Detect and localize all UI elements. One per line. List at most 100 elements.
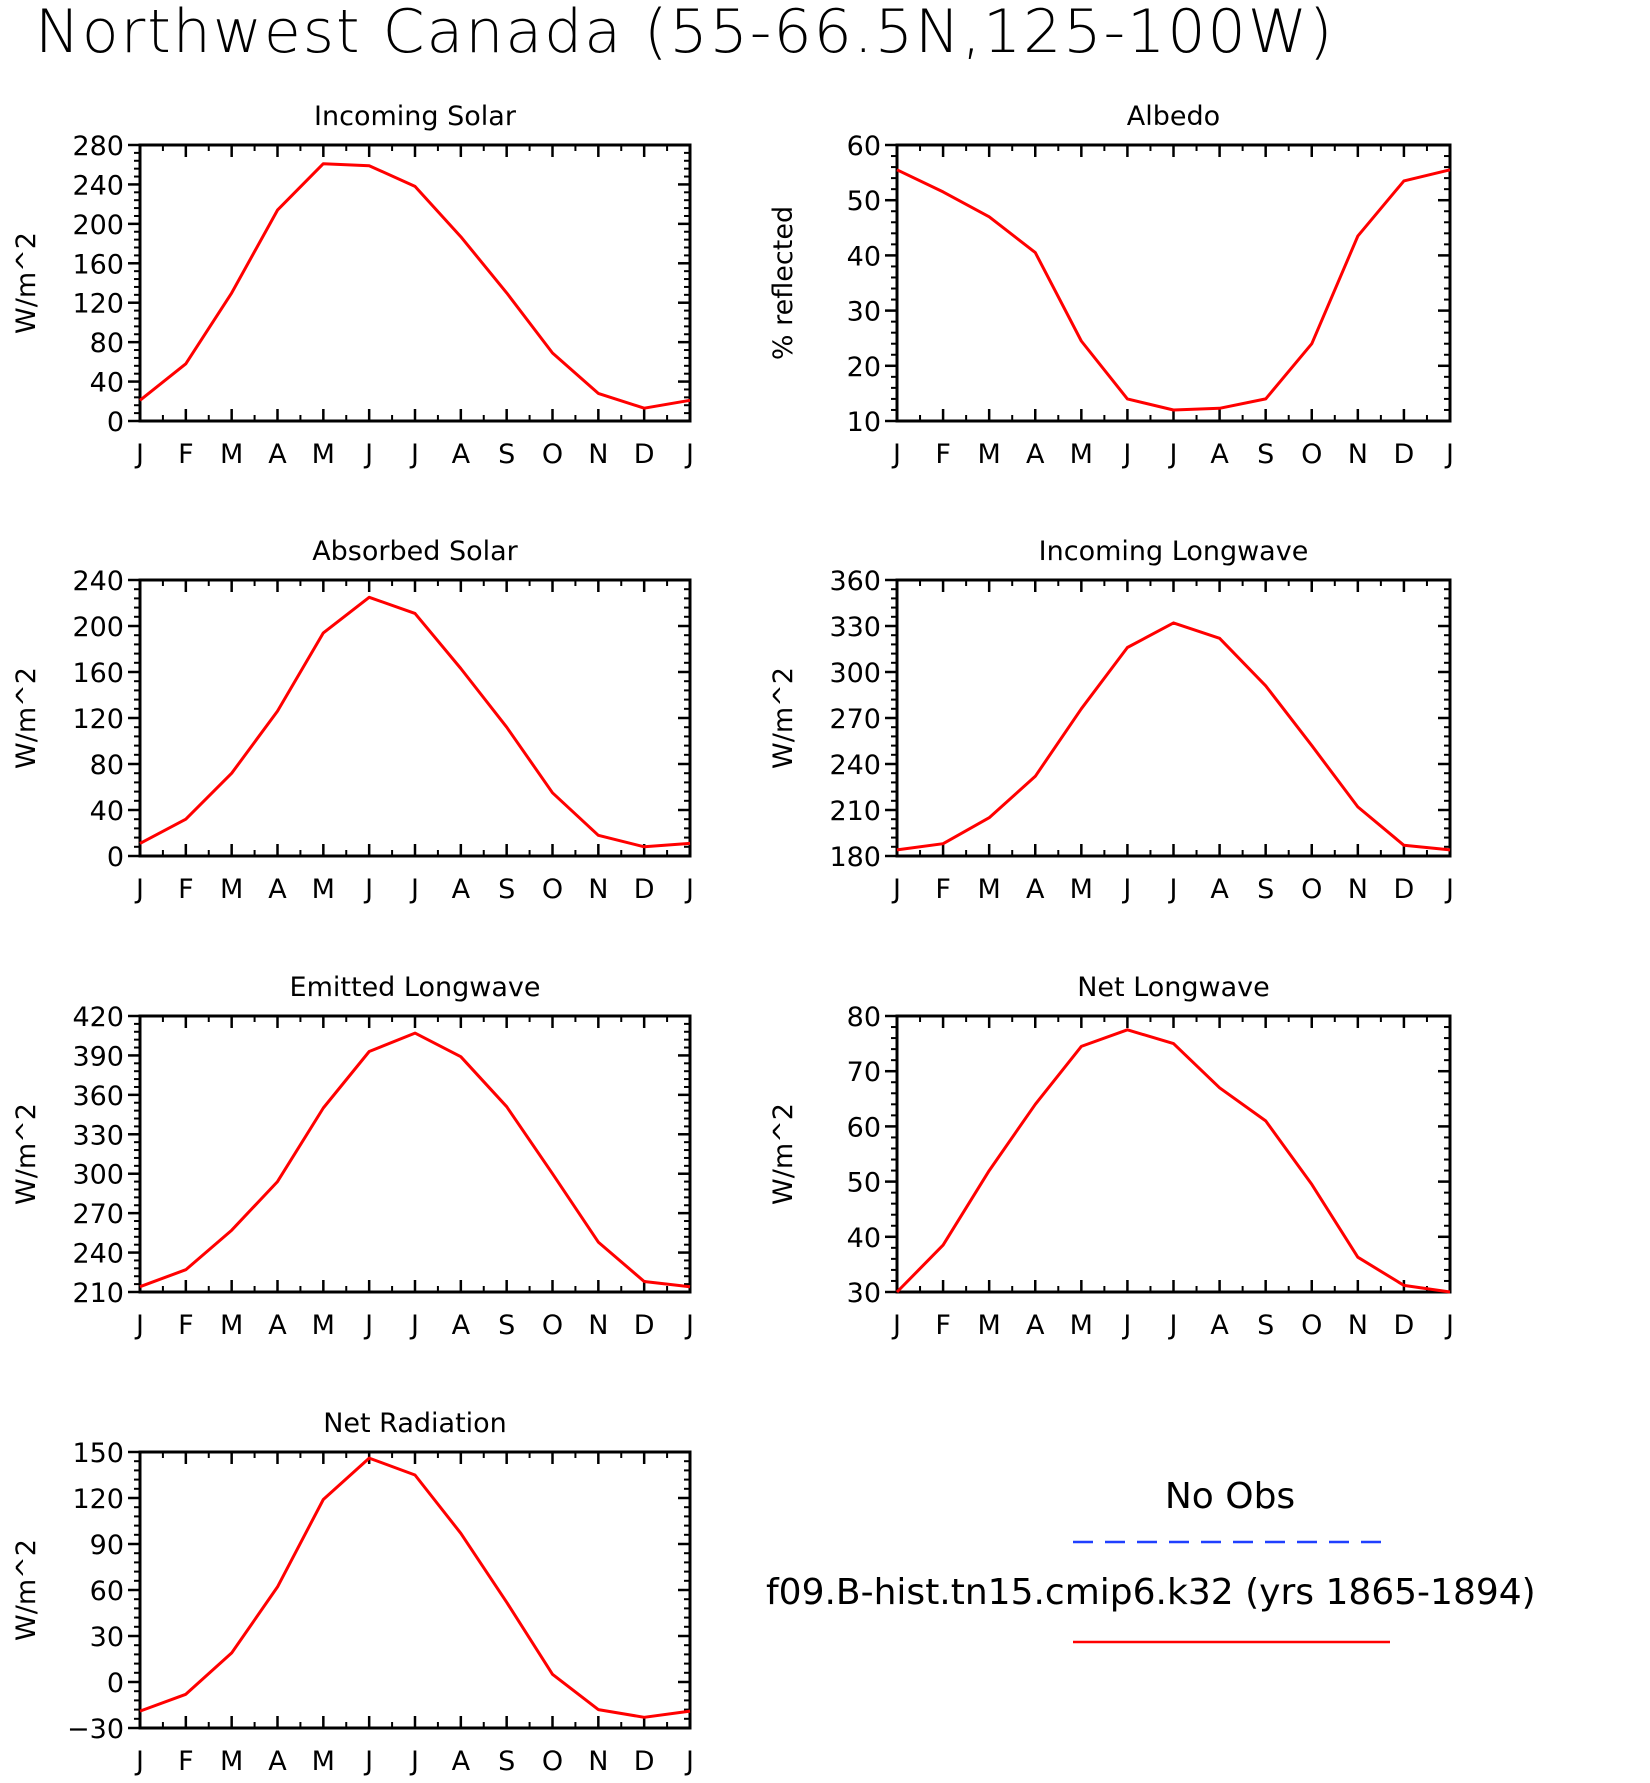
y-tick-label: 50 bbox=[847, 186, 881, 217]
y-tick-label: 0 bbox=[107, 842, 124, 873]
x-tick-label: S bbox=[1257, 1310, 1274, 1341]
y-tick-label: 70 bbox=[847, 1057, 881, 1088]
x-tick-label: J bbox=[1444, 1310, 1454, 1341]
x-tick-label: J bbox=[363, 439, 373, 470]
x-tick-label: J bbox=[1121, 874, 1131, 905]
x-tick-label: J bbox=[1168, 439, 1178, 470]
x-tick-label: J bbox=[409, 874, 419, 905]
y-tick-label: 120 bbox=[72, 704, 124, 735]
y-tick-label: 180 bbox=[829, 842, 881, 873]
y-axis-label: W/m^2 bbox=[11, 1103, 42, 1205]
y-tick-label: 330 bbox=[72, 1120, 124, 1151]
x-tick-label: J bbox=[134, 874, 144, 905]
x-tick-label: N bbox=[588, 874, 608, 905]
y-tick-label: 300 bbox=[72, 1160, 124, 1191]
x-tick-label: M bbox=[978, 1310, 1001, 1341]
panel-title: Absorbed Solar bbox=[312, 536, 518, 567]
x-tick-label: J bbox=[363, 874, 373, 905]
series-line bbox=[139, 595, 691, 849]
y-tick-label: 200 bbox=[72, 612, 124, 643]
y-tick-label: 240 bbox=[72, 1239, 124, 1270]
x-tick-label: A bbox=[1026, 1310, 1045, 1341]
chart-panel-5: J F M A M J J A S O N D J210240270300330360390420Emi… bbox=[11, 972, 694, 1341]
x-tick-label: J bbox=[409, 1310, 419, 1341]
y-tick-label: 0 bbox=[107, 1668, 124, 1699]
legend-model-label: f09.B-hist.tn15.cmip6.k32 (yrs 1865-1894… bbox=[766, 1572, 1536, 1613]
x-tick-label: M bbox=[220, 1746, 243, 1777]
x-tick-label: M bbox=[312, 439, 335, 470]
x-tick-label: M bbox=[978, 874, 1001, 905]
x-tick-label: N bbox=[588, 439, 608, 470]
x-tick-label: D bbox=[634, 1746, 655, 1777]
x-tick-label: D bbox=[1394, 439, 1415, 470]
panel-title: Incoming Solar bbox=[314, 101, 517, 132]
y-tick-label: 20 bbox=[847, 352, 881, 383]
x-tick-label: J bbox=[684, 439, 694, 470]
x-tick-label: N bbox=[1348, 1310, 1368, 1341]
panel-title: Net Radiation bbox=[323, 1408, 507, 1439]
y-axis-label: W/m^2 bbox=[11, 667, 42, 769]
x-tick-label: D bbox=[634, 439, 655, 470]
x-tick-label: M bbox=[220, 874, 243, 905]
x-tick-label: F bbox=[935, 1310, 951, 1341]
series-line bbox=[896, 168, 1451, 412]
y-tick-label: 390 bbox=[72, 1041, 124, 1072]
y-tick-label: 90 bbox=[90, 1530, 124, 1561]
y-tick-label: 10 bbox=[847, 407, 881, 438]
y-tick-label: 40 bbox=[847, 241, 881, 272]
plot-frame bbox=[895, 143, 1452, 423]
x-tick-label: A bbox=[268, 874, 287, 905]
legend-obs-label: No Obs bbox=[1165, 1476, 1295, 1517]
x-tick-label: A bbox=[1026, 874, 1045, 905]
y-tick-label: 300 bbox=[829, 658, 881, 689]
y-tick-label: 150 bbox=[72, 1438, 124, 1469]
x-tick-label: F bbox=[178, 439, 194, 470]
legend: No Obs f09.B-hist.tn15.cmip6.k32 (yrs 18… bbox=[766, 1476, 1536, 1644]
series-line bbox=[139, 1456, 691, 1719]
y-tick-label: 330 bbox=[829, 612, 881, 643]
x-tick-label: J bbox=[134, 439, 144, 470]
y-tick-label: −30 bbox=[67, 1714, 124, 1745]
y-tick-label: 240 bbox=[72, 566, 124, 597]
x-tick-label: N bbox=[588, 1746, 608, 1777]
x-tick-label: J bbox=[684, 1310, 694, 1341]
chart-panel-1: J F M A M J J A S O N D J04080120160200240280Incomin… bbox=[11, 101, 694, 470]
y-tick-label: 210 bbox=[72, 1278, 124, 1309]
y-axis-label: W/m^2 bbox=[11, 232, 42, 334]
y-tick-label: 40 bbox=[847, 1223, 881, 1254]
y-tick-label: 30 bbox=[90, 1622, 124, 1653]
x-tick-label: A bbox=[1210, 874, 1229, 905]
x-tick-label: J bbox=[1444, 874, 1454, 905]
x-tick-label: M bbox=[312, 1310, 335, 1341]
x-tick-label: J bbox=[134, 1310, 144, 1341]
y-tick-label: 360 bbox=[72, 1081, 124, 1112]
x-tick-label: O bbox=[1301, 1310, 1322, 1341]
plot-frame bbox=[138, 1450, 692, 1730]
x-tick-label: A bbox=[1210, 439, 1229, 470]
x-tick-label: A bbox=[1026, 439, 1045, 470]
x-tick-label: J bbox=[1168, 874, 1178, 905]
x-tick-label: A bbox=[268, 1310, 287, 1341]
series-line bbox=[896, 621, 1451, 852]
y-axis-label: W/m^2 bbox=[768, 1103, 799, 1205]
x-tick-label: D bbox=[634, 1310, 655, 1341]
y-tick-label: 120 bbox=[72, 1484, 124, 1515]
x-tick-label: S bbox=[498, 1746, 515, 1777]
x-tick-label: J bbox=[134, 1746, 144, 1777]
x-tick-label: M bbox=[312, 874, 335, 905]
x-tick-label: S bbox=[498, 1310, 515, 1341]
x-tick-label: O bbox=[542, 1310, 563, 1341]
x-tick-label: F bbox=[935, 874, 951, 905]
y-tick-label: 270 bbox=[72, 1199, 124, 1230]
series-line bbox=[895, 1028, 1451, 1294]
y-tick-label: 120 bbox=[72, 289, 124, 320]
x-tick-label: M bbox=[312, 1746, 335, 1777]
y-tick-label: 80 bbox=[847, 1002, 881, 1033]
x-tick-label: F bbox=[178, 1746, 194, 1777]
x-tick-label: S bbox=[498, 439, 515, 470]
x-tick-label: M bbox=[1070, 874, 1093, 905]
x-tick-label: F bbox=[178, 874, 194, 905]
x-tick-label: N bbox=[1348, 874, 1368, 905]
